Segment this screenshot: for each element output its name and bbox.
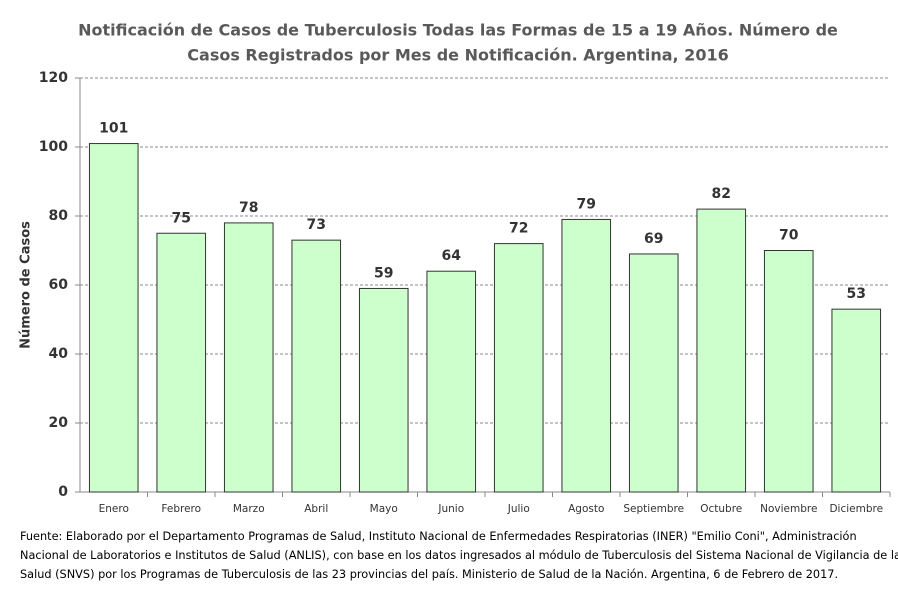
x-tick-label: Octubre bbox=[700, 503, 742, 515]
bar bbox=[831, 308, 882, 493]
data-label: 70 bbox=[779, 228, 799, 244]
x-tick-label: Febrero bbox=[161, 503, 201, 515]
bar bbox=[493, 243, 544, 493]
x-tick-label: Enero bbox=[99, 503, 129, 515]
x-tick-label: Abril bbox=[304, 503, 328, 515]
x-tick-label: Diciembre bbox=[829, 503, 883, 515]
y-tick-label: 100 bbox=[39, 139, 68, 155]
data-label: 72 bbox=[509, 221, 528, 237]
x-tick-label: Junio bbox=[437, 503, 464, 515]
source-note: Fuente: Elaborado por el Departamento Pr… bbox=[20, 530, 857, 543]
data-label: 75 bbox=[172, 210, 191, 226]
bar bbox=[291, 239, 342, 493]
data-label: 69 bbox=[644, 231, 663, 247]
bar bbox=[223, 222, 274, 493]
bar bbox=[426, 270, 477, 493]
bar bbox=[156, 232, 207, 493]
y-tick-label: 80 bbox=[49, 208, 69, 224]
chart-title: Casos Registrados por Mes de Notificació… bbox=[187, 46, 728, 65]
y-tick-label: 20 bbox=[49, 415, 69, 431]
bar bbox=[628, 253, 679, 493]
data-label: 79 bbox=[577, 196, 596, 212]
bar bbox=[358, 287, 409, 493]
x-tick-label: Mayo bbox=[370, 503, 398, 515]
data-label: 101 bbox=[99, 121, 128, 137]
source-note: Nacional de Laboratorios e Institutos de… bbox=[20, 549, 898, 562]
source-note: Salud (SNVS) por los Programas de Tuberc… bbox=[20, 568, 838, 581]
bar bbox=[763, 250, 814, 493]
data-label: 64 bbox=[442, 248, 462, 264]
data-label: 82 bbox=[712, 186, 731, 202]
x-tick-label: Noviembre bbox=[760, 503, 817, 515]
x-tick-label: Marzo bbox=[233, 503, 265, 515]
x-tick-label: Septiembre bbox=[623, 503, 684, 515]
y-tick-label: 40 bbox=[49, 346, 69, 362]
y-tick-label: 0 bbox=[58, 484, 68, 500]
y-tick-label: 60 bbox=[49, 277, 69, 293]
data-label: 59 bbox=[374, 265, 393, 281]
y-tick-label: 120 bbox=[39, 70, 68, 86]
x-tick-label: Agosto bbox=[568, 503, 604, 515]
bar bbox=[88, 143, 139, 493]
bar bbox=[696, 208, 747, 493]
data-label: 73 bbox=[307, 217, 326, 233]
data-label: 53 bbox=[847, 286, 866, 302]
data-label: 78 bbox=[239, 200, 258, 216]
bar bbox=[561, 218, 612, 493]
x-tick-label: Julio bbox=[507, 503, 530, 515]
y-axis-label: Número de Casos bbox=[19, 221, 34, 349]
chart-title: Notificación de Casos de Tuberculosis To… bbox=[78, 21, 838, 40]
